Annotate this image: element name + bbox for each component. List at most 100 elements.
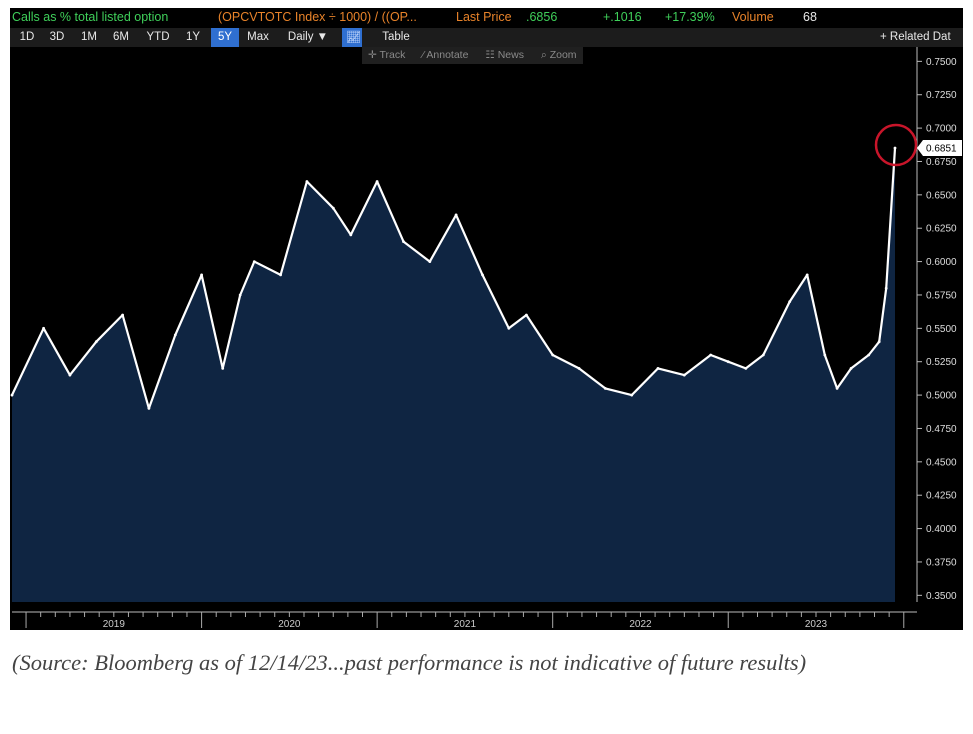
series-area xyxy=(12,148,895,602)
range-button-5y[interactable]: 5Y xyxy=(211,28,239,47)
data-point xyxy=(656,367,660,370)
range-button-3d[interactable]: 3D xyxy=(49,31,65,43)
range-button-1d[interactable]: 1D xyxy=(19,31,35,43)
y-tick-label: 0.7250 xyxy=(926,90,957,101)
y-tick-label: 0.4500 xyxy=(926,457,957,468)
data-point xyxy=(454,213,458,217)
data-point xyxy=(428,260,432,263)
range-button-ytd[interactable]: YTD xyxy=(146,31,170,43)
x-tick-label: 2019 xyxy=(103,619,126,630)
volume-value: 68 xyxy=(803,10,817,24)
related-data-button[interactable]: + Related Dat xyxy=(880,31,951,43)
data-point xyxy=(402,240,405,244)
x-tick-label: 2021 xyxy=(454,619,477,630)
track-button[interactable]: ✛ Track xyxy=(368,49,406,61)
data-point xyxy=(744,367,748,370)
table-button[interactable]: Table xyxy=(382,31,410,43)
data-point xyxy=(884,286,888,290)
data-point xyxy=(68,373,72,377)
x-tick-label: 2023 xyxy=(805,619,828,630)
y-tick-label: 0.4000 xyxy=(926,524,957,535)
news-button[interactable]: ☷ News xyxy=(485,49,524,61)
frequency-dropdown[interactable]: Daily ▼ xyxy=(287,31,329,43)
annotate-button[interactable]: ⁄ Annotate xyxy=(422,49,469,61)
data-point xyxy=(577,367,581,370)
highlight-circle xyxy=(874,123,918,167)
data-point xyxy=(173,333,177,337)
data-point xyxy=(877,340,881,344)
data-point xyxy=(823,353,827,357)
y-tick-label: 0.5250 xyxy=(926,357,957,368)
last-value-flag xyxy=(917,139,962,156)
y-tick-label: 0.4250 xyxy=(926,491,957,502)
range-button-1y[interactable]: 1Y xyxy=(185,31,201,43)
annotation-layer: 0.6851 xyxy=(874,123,962,167)
y-tick-label: 0.5000 xyxy=(926,391,957,402)
data-point xyxy=(867,353,871,357)
y-axis: 0.3500 0.3750 0.4000 0.4250 0.4500 0.4750 0.50… xyxy=(916,42,957,602)
last-value-label: 0.6851 xyxy=(926,143,957,154)
data-point xyxy=(525,313,528,317)
data-point xyxy=(200,273,204,277)
zoom-button[interactable]: ⌕ Zoom xyxy=(540,49,577,61)
data-point xyxy=(709,353,713,357)
data-point xyxy=(603,387,607,390)
data-point xyxy=(349,233,353,237)
data-point xyxy=(252,260,256,263)
price-chart: 0.3500 0.3750 0.4000 0.4250 0.4500 0.4750 0.50… xyxy=(10,42,962,630)
change-percent: +17.39% xyxy=(665,10,715,24)
formula-text[interactable]: (OPCVTOTC Index ÷ 1000) / ((OP... xyxy=(218,10,417,24)
bloomberg-chart-panel: 0.3500 0.3750 0.4000 0.4250 0.4500 0.4750 0.50… xyxy=(10,8,963,630)
last-price-label: Last Price xyxy=(456,10,512,24)
line-chart-icon[interactable]: 📈︎ xyxy=(342,28,362,47)
x-tick-label: 2022 xyxy=(629,619,652,630)
data-point xyxy=(10,393,14,397)
data-point xyxy=(726,360,730,364)
data-point xyxy=(94,340,98,344)
security-header: Calls as % total listed option (OPCVTOTC… xyxy=(10,8,963,28)
y-tick-label: 0.6750 xyxy=(926,157,957,168)
y-tick-label: 0.5500 xyxy=(926,324,957,335)
data-point xyxy=(893,146,897,150)
y-tick-label: 0.6250 xyxy=(926,224,957,235)
chart-subtoolbar: ✛ Track ⁄ Annotate ☷ News ⌕ Zoom xyxy=(362,47,583,64)
y-tick-label: 0.7000 xyxy=(926,124,957,135)
y-tick-label: 0.4750 xyxy=(926,424,957,435)
data-point xyxy=(849,367,853,370)
data-point xyxy=(507,326,511,330)
plot-area xyxy=(10,146,897,602)
data-point xyxy=(238,293,242,297)
range-button-max[interactable]: Max xyxy=(247,31,269,43)
source-caption: (Source: Bloomberg as of 12/14/23...past… xyxy=(12,650,807,675)
data-point xyxy=(630,393,634,397)
chart-toolbar: 1D 3D 1M 6M YTD 1Y 5Y Max Daily ▼ 📈︎ Tab… xyxy=(10,28,963,47)
y-tick-label: 0.3500 xyxy=(926,591,957,602)
data-point xyxy=(279,273,282,277)
data-point xyxy=(147,407,151,410)
data-point xyxy=(375,180,379,183)
x-axis: 2019 2020 2021 2022 2023 xyxy=(12,611,917,630)
data-point xyxy=(835,387,839,390)
data-point xyxy=(682,373,686,377)
y-tick-label: 0.6000 xyxy=(926,257,957,268)
data-point xyxy=(551,353,555,357)
data-point xyxy=(761,353,765,357)
y-tick-label: 0.6500 xyxy=(926,190,957,201)
data-point xyxy=(481,273,484,277)
change-value: +.1016 xyxy=(603,10,642,24)
range-button-1m[interactable]: 1M xyxy=(81,31,97,43)
volume-label: Volume xyxy=(732,10,774,24)
data-point xyxy=(221,367,225,370)
y-tick-label: 0.7500 xyxy=(926,57,957,68)
data-point xyxy=(331,206,335,210)
data-point xyxy=(788,300,792,303)
range-button-6m[interactable]: 6M xyxy=(113,31,129,43)
y-tick-label: 0.5750 xyxy=(926,290,957,301)
data-point xyxy=(121,313,124,317)
x-tick-label: 2020 xyxy=(278,619,301,630)
security-title: Calls as % total listed option xyxy=(12,10,169,24)
data-point xyxy=(305,180,309,183)
data-point xyxy=(42,326,45,330)
data-point xyxy=(805,273,809,277)
y-tick-label: 0.3750 xyxy=(926,557,957,568)
